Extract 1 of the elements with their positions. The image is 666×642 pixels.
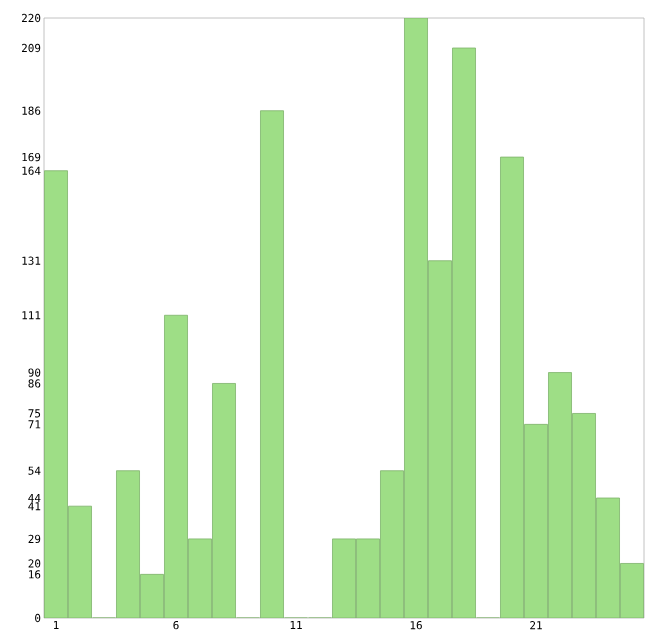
bar <box>260 110 284 618</box>
